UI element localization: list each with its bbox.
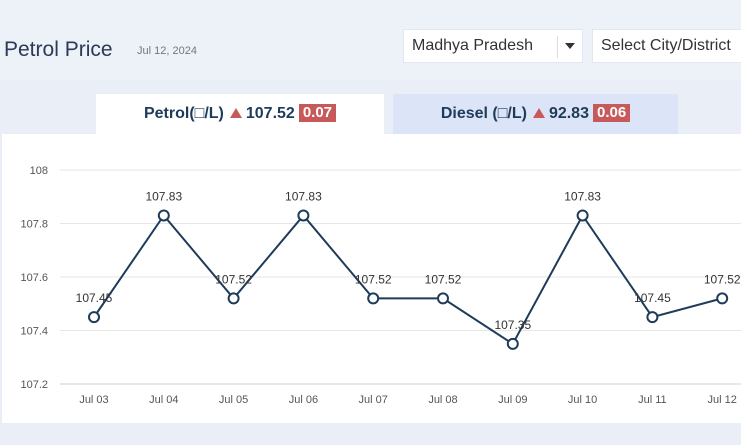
x-tick-label: Jul 08: [428, 394, 457, 406]
data-point: [367, 292, 380, 305]
data-label: 107.52: [355, 272, 392, 286]
series-line: [93, 213, 723, 346]
x-tick-label: Jul 04: [149, 394, 178, 406]
data-label: 107.83: [285, 189, 322, 203]
state-dropdown[interactable]: Madhya Pradesh: [403, 29, 583, 63]
data-label: 107.52: [425, 272, 462, 286]
y-tick-label: 107.8: [20, 219, 48, 231]
x-tick-label: Jul 11: [638, 394, 667, 406]
x-tick-label: Jul 10: [568, 394, 597, 406]
data-label: 107.83: [145, 189, 182, 203]
data-label: 107.83: [564, 189, 601, 203]
x-tick-label: Jul 07: [359, 394, 388, 406]
data-label: 107.45: [76, 291, 113, 305]
petrol-price: 107.52: [245, 105, 295, 122]
dropdown-divider: [557, 36, 558, 58]
price-line-chart: 107.2 107.4 107.6 107.8 108 Jul 03 Jul 04 Jul 0…: [20, 165, 741, 406]
page-title: Petrol Price: [4, 38, 113, 61]
petrol-tab-label: Petrol(□/L): [143, 105, 224, 122]
data-label: 107.52: [704, 272, 741, 286]
y-tick-label: 107.2: [20, 379, 48, 391]
x-tick-label: Jul 03: [79, 394, 108, 406]
tab-petrol[interactable]: Petrol(□/L) 107.52 0.07: [96, 94, 384, 134]
chart-panel: 107.2 107.4 107.6 107.8 108 Jul 03 Jul 04 Jul 0…: [2, 134, 741, 423]
data-point: [88, 311, 100, 324]
data-point: [437, 292, 449, 305]
state-dropdown-value: Madhya Pradesh: [412, 37, 533, 54]
x-tick-label: Jul 06: [289, 394, 318, 406]
data-label: 107.52: [215, 272, 252, 286]
price-up-icon: [229, 107, 242, 118]
city-dropdown[interactable]: Select City/District: [592, 29, 741, 63]
data-point: [716, 292, 729, 305]
diesel-change-badge: 0.06: [592, 104, 631, 122]
chevron-down-icon[interactable]: [565, 43, 575, 49]
city-dropdown-value: Select City/District: [601, 37, 731, 54]
data-label: 107.35: [494, 318, 531, 332]
y-tick-label: 108: [30, 165, 48, 177]
data-point: [297, 209, 310, 222]
data-point: [576, 209, 589, 222]
price-up-icon: [532, 107, 545, 118]
x-tick-label: Jul 05: [219, 394, 248, 406]
data-point: [646, 311, 659, 324]
petrol-change-badge: 0.07: [298, 104, 337, 122]
x-tick-label: Jul 09: [498, 394, 527, 406]
diesel-tab-label: Diesel (□/L): [440, 105, 527, 122]
header-bar: Petrol Price Jul 12, 2024 Madhya Pradesh…: [0, 0, 741, 80]
data-point: [227, 292, 240, 305]
tab-diesel[interactable]: Diesel (□/L) 92.83 0.06: [393, 94, 678, 134]
data-point: [506, 337, 519, 350]
price-date: Jul 12, 2024: [137, 45, 197, 57]
data-point: [157, 209, 170, 222]
x-tick-label: Jul 12: [708, 394, 737, 406]
y-tick-label: 107.6: [20, 272, 48, 284]
footer-strip: [0, 423, 741, 445]
data-label: 107.45: [634, 291, 671, 305]
y-tick-label: 107.4: [20, 326, 48, 338]
diesel-price: 92.83: [548, 105, 589, 122]
